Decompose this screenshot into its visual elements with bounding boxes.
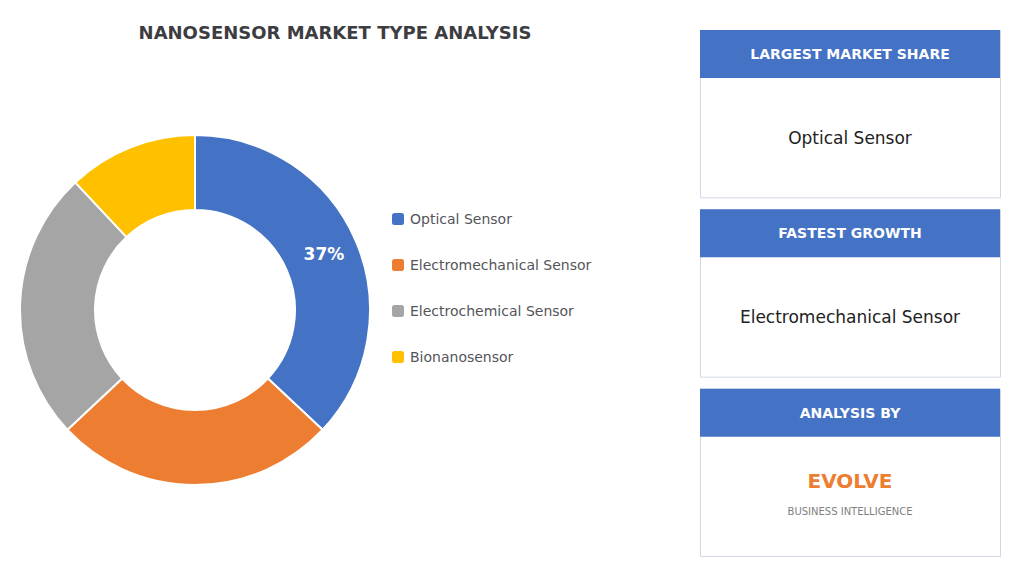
svg-text:Electromechanical Sensor: Electromechanical Sensor — [410, 257, 592, 273]
svg-text:37%: 37% — [304, 244, 345, 264]
svg-text:Electromechanical Sensor: Electromechanical Sensor — [740, 307, 960, 327]
svg-text:LARGEST MARKET SHARE: LARGEST MARKET SHARE — [750, 46, 949, 62]
svg-text:EVOLVE: EVOLVE — [808, 469, 893, 493]
svg-text:Optical Sensor: Optical Sensor — [788, 128, 912, 148]
svg-text:NANOSENSOR MARKET TYPE ANALYSI: NANOSENSOR MARKET TYPE ANALYSIS — [139, 22, 532, 43]
svg-text:Electrochemical Sensor: Electrochemical Sensor — [410, 303, 574, 319]
svg-text:ANALYSIS BY: ANALYSIS BY — [800, 405, 901, 421]
svg-text:Bionanosensor: Bionanosensor — [410, 349, 514, 365]
svg-text:FASTEST GROWTH: FASTEST GROWTH — [778, 225, 921, 241]
svg-text:BUSINESS INTELLIGENCE: BUSINESS INTELLIGENCE — [788, 506, 913, 517]
svg-text:Optical Sensor: Optical Sensor — [410, 211, 512, 227]
